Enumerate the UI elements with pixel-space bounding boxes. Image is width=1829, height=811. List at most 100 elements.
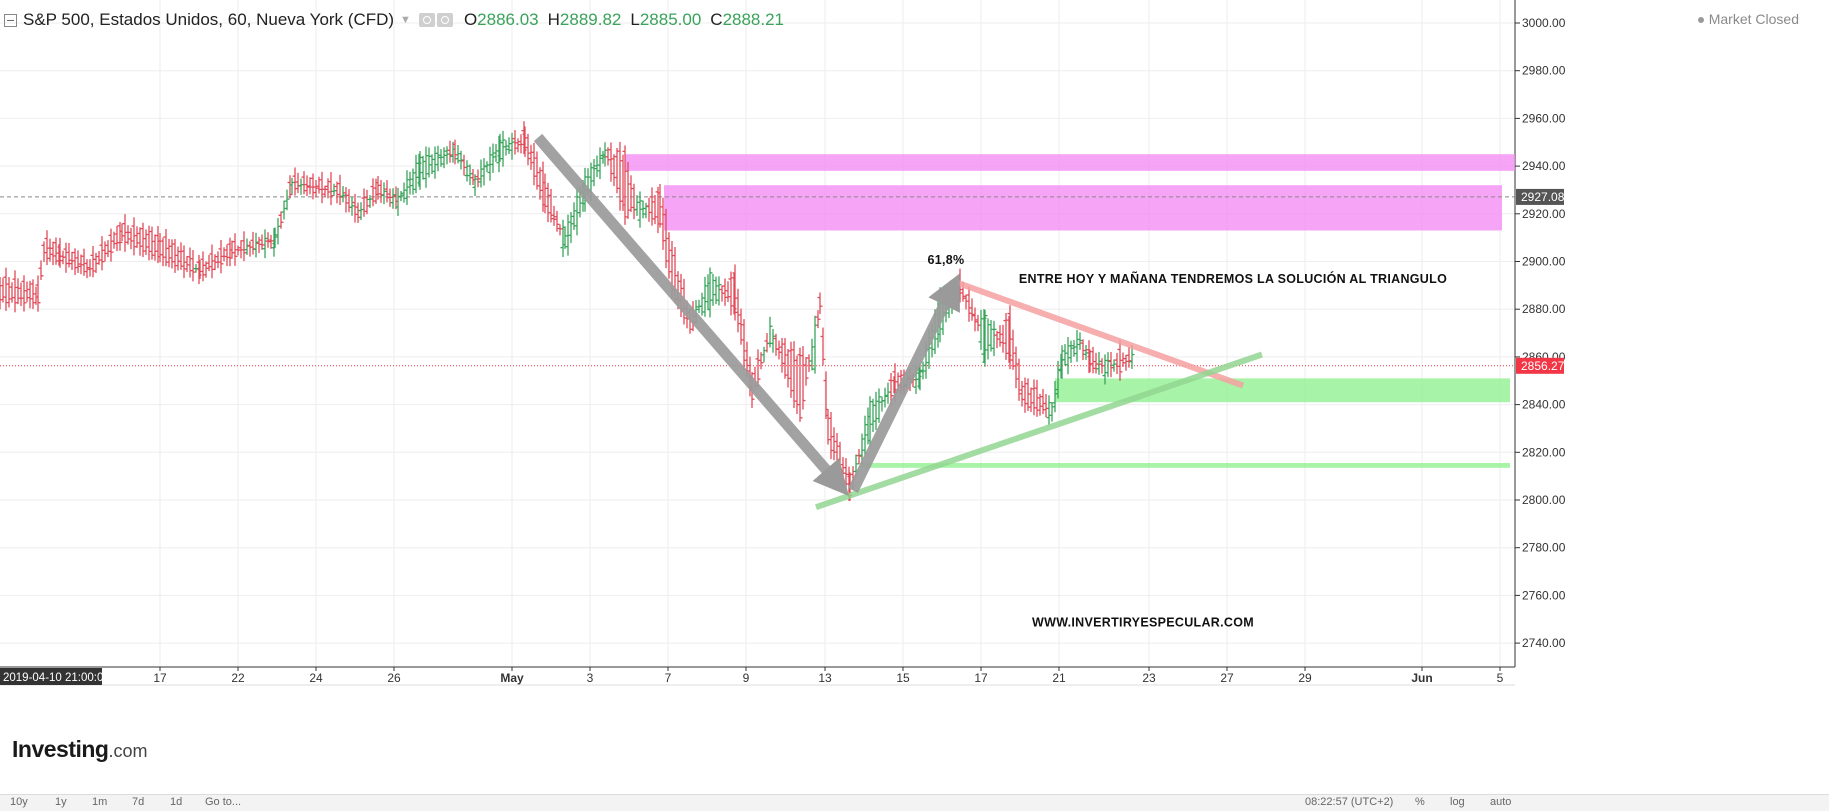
ohlc-bar (47, 238, 53, 262)
ohlc-bar (75, 250, 81, 274)
ohlc-bar (384, 180, 390, 203)
ohlc-bar (565, 214, 571, 256)
ohlc-bar (93, 252, 99, 273)
ohlc-bar (209, 244, 215, 279)
y-tick-label: 2760.00 (1522, 588, 1566, 602)
ohlc-bar (325, 178, 331, 199)
timeframe-1d[interactable]: 1d (170, 796, 183, 808)
ohlc-bar (203, 261, 209, 278)
ohlc-bar (1028, 387, 1034, 412)
ohlc-bar (15, 278, 21, 305)
ohlc-bar (557, 224, 563, 236)
y-tick-label: 2980.00 (1522, 64, 1566, 78)
ohlc-bar (594, 155, 600, 178)
ohlc-bar (1080, 339, 1086, 361)
ohlc-bar (206, 254, 212, 272)
ohlc-bar (867, 396, 873, 447)
go-to-date[interactable]: Go to... (205, 796, 242, 808)
log-toggle[interactable]: log (1450, 796, 1465, 808)
ohlc-bar (652, 194, 658, 225)
auto-toggle[interactable]: auto (1490, 796, 1512, 808)
ohlc-bar (820, 327, 826, 366)
ohlc-bar (525, 133, 531, 166)
ohlc-bar (509, 132, 515, 160)
ohlc-bar (628, 175, 634, 212)
ohlc-bar (319, 171, 325, 204)
ohlc-bar (625, 161, 631, 219)
ohlc-bar (663, 208, 669, 269)
ohlc-bar (1010, 329, 1016, 370)
ohlc-bar (1016, 358, 1022, 401)
timeframe-10y[interactable]: 10y (10, 796, 28, 808)
ohlc-bar (235, 245, 241, 256)
percent-toggle[interactable]: % (1415, 796, 1425, 808)
ohlc-bar (117, 221, 123, 251)
collapse-icon[interactable] (4, 13, 17, 27)
x-tick-label: 17 (153, 671, 167, 685)
chevron-down-icon[interactable]: ▼ (400, 14, 411, 26)
ohlc-bar (328, 172, 334, 206)
ohlc-bar (125, 225, 131, 245)
ohlc-bar (265, 232, 271, 248)
ohlc-bar (1087, 349, 1093, 373)
ohlc-bar (119, 223, 125, 242)
ohlc-bar (253, 232, 259, 258)
ohlc-bar (963, 294, 969, 310)
timeframe-1m[interactable]: 1m (92, 796, 108, 808)
ohlc-bar (764, 333, 770, 353)
ohlc-bar (53, 237, 59, 265)
ohlc-bar (310, 173, 316, 200)
ohlc-bar (1126, 347, 1132, 368)
ohlc-bar (184, 255, 190, 273)
ohlc-bar (500, 130, 506, 167)
timeframe-7d[interactable]: 7d (132, 796, 145, 808)
x-tick-label: 13 (818, 671, 832, 685)
ohlc-bar (221, 247, 227, 262)
y-tick-label: 2900.00 (1522, 255, 1566, 269)
ohlc-bar (617, 141, 623, 211)
ohlc-bar (140, 222, 146, 258)
ohlc-bar (605, 147, 611, 166)
ohlc-bar (375, 175, 381, 200)
zone-support-lower (860, 463, 1510, 468)
ohlc-bar (96, 250, 102, 265)
ohlc-bar (542, 173, 548, 214)
ohlc-bar (178, 242, 184, 270)
timeframe-1y[interactable]: 1y (55, 796, 67, 808)
ohlc-bar (969, 298, 975, 321)
ohlc-bar (920, 361, 926, 380)
ohlc-bar (102, 241, 108, 262)
ohlc-bar (398, 191, 404, 202)
ohlc-bar (215, 251, 221, 269)
ohlc-bar (591, 159, 597, 187)
ohlc-bar (87, 259, 93, 277)
settings-icon[interactable] (418, 13, 435, 27)
ohlc-bar (18, 282, 24, 307)
ohlc-bar (38, 260, 44, 281)
ohlc-bar (301, 171, 307, 195)
visibility-icon[interactable] (436, 13, 453, 27)
zone-support-upper (1055, 378, 1510, 403)
ohlc-bar (1025, 378, 1031, 411)
ohlc-bar (982, 309, 988, 367)
ohlc-bar (358, 202, 364, 221)
clock-readout: 08:22:57 (UTC+2) (1305, 796, 1394, 808)
ohlc-bar (1059, 345, 1065, 379)
ohlc-bar (975, 314, 981, 332)
timeframe-bar: 10y 1y 1m 7d 1d Go to... 08:22:57 (UTC+2… (0, 794, 1829, 811)
ohlc-bar (355, 202, 361, 223)
ohlc-bar (1068, 340, 1074, 363)
close-key: C (710, 10, 723, 29)
ohlc-bar (21, 275, 27, 312)
ohlc-bar (506, 137, 512, 155)
y-tick-label: 2780.00 (1522, 541, 1566, 555)
ohlc-bar (287, 175, 293, 199)
ohlc-bar (224, 244, 230, 267)
forecast-label: ENTRE HOY Y MAÑANA TENDREMOS LA SOLUCIÓN… (1019, 271, 1447, 286)
ohlc-bar (407, 171, 413, 195)
ohlc-bar (1105, 352, 1111, 378)
ohlc-bar (707, 267, 713, 318)
zone-resistance-lower (664, 185, 1502, 231)
ohlc-bar (278, 211, 284, 229)
